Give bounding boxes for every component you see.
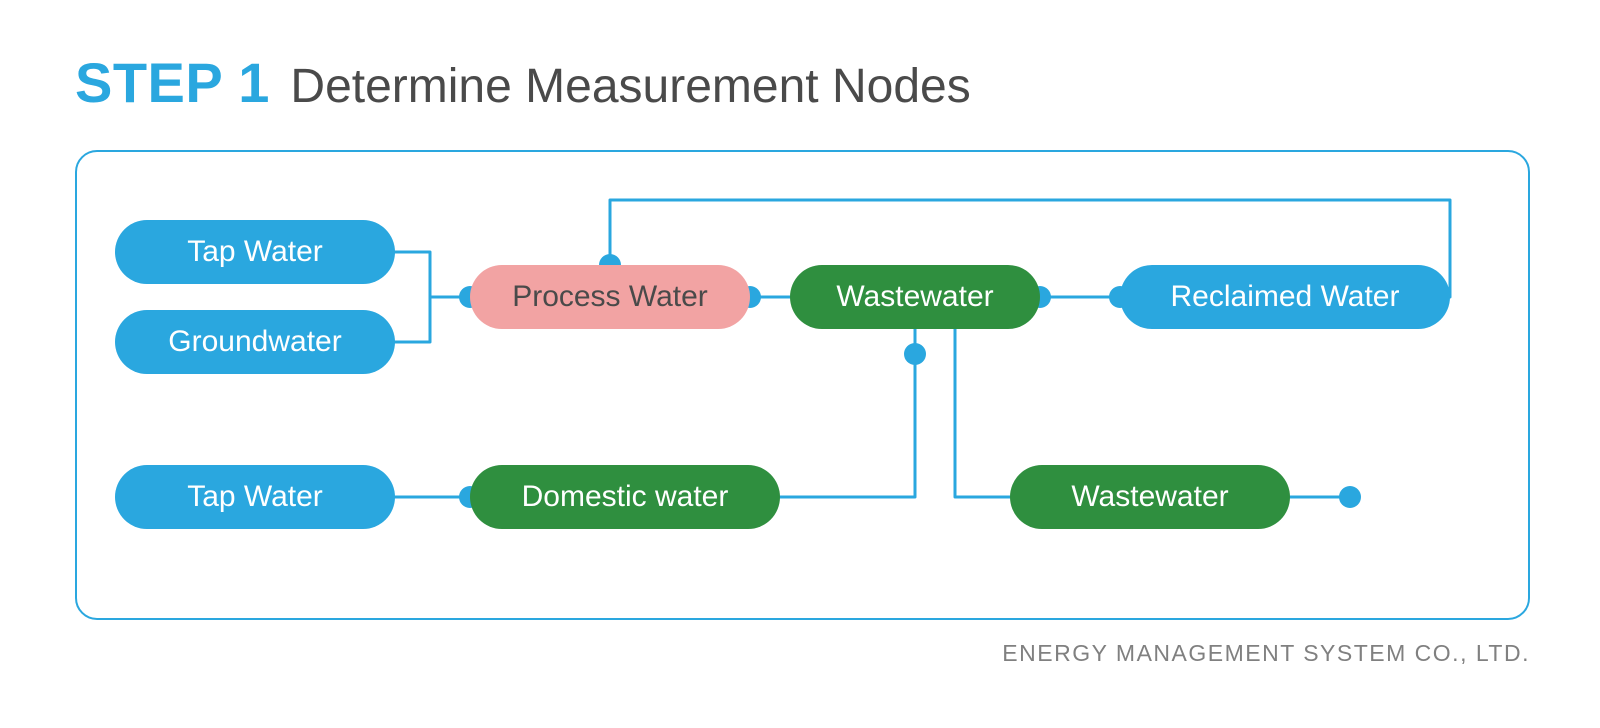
node-tap2: Tap Water <box>115 465 395 529</box>
flow-edge <box>955 329 1010 497</box>
flow-diagram: Tap Water Groundwater Process Water Wastewa… <box>0 0 1600 728</box>
svg-text:Tap Water: Tap Water <box>187 480 323 513</box>
flow-edge <box>395 297 430 342</box>
svg-text:Process Water: Process Water <box>512 280 708 313</box>
svg-text:Wastewater: Wastewater <box>836 280 993 313</box>
node-process: Process Water <box>470 265 750 329</box>
svg-text:Reclaimed Water: Reclaimed Water <box>1171 280 1400 313</box>
flow-edge <box>395 252 430 297</box>
node-tap1: Tap Water <box>115 220 395 284</box>
svg-text:Groundwater: Groundwater <box>168 325 341 358</box>
flow-edge <box>780 329 915 497</box>
company-caption: ENERGY MANAGEMENT SYSTEM CO., LTD. <box>1002 640 1530 667</box>
svg-text:Wastewater: Wastewater <box>1071 480 1228 513</box>
edges-layer <box>395 200 1450 508</box>
connection-dot <box>1339 486 1361 508</box>
svg-text:Domestic water: Domestic water <box>522 480 729 513</box>
node-waste2: Wastewater <box>1010 465 1290 529</box>
node-ground: Groundwater <box>115 310 395 374</box>
nodes-layer: Tap Water Groundwater Process Water Wastewa… <box>115 220 1450 529</box>
connection-dot <box>904 343 926 365</box>
svg-text:Tap Water: Tap Water <box>187 235 323 268</box>
node-domestic: Domestic water <box>470 465 780 529</box>
node-waste1: Wastewater <box>790 265 1040 329</box>
node-reclaimed: Reclaimed Water <box>1120 265 1450 329</box>
